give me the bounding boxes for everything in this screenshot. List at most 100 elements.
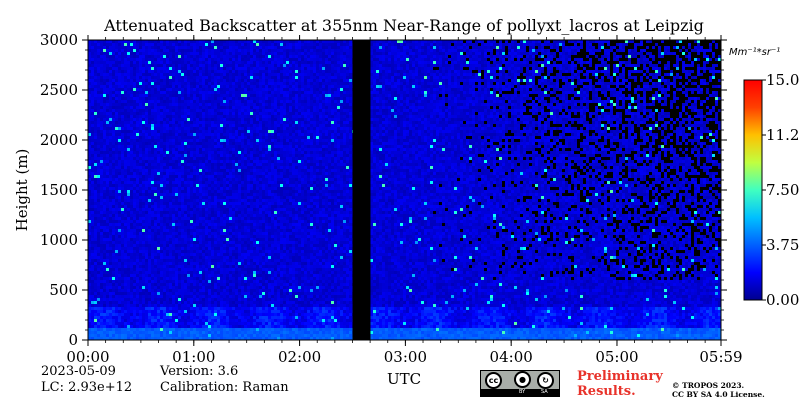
heat-cell <box>154 319 157 322</box>
heat-cell <box>139 193 142 196</box>
heat-cell <box>208 274 211 277</box>
heat-cell <box>142 169 145 172</box>
heat-cell <box>208 130 211 133</box>
heat-cell <box>235 310 238 313</box>
heat-cell <box>223 319 226 322</box>
heat-cell <box>199 172 202 175</box>
heat-cell <box>154 244 157 247</box>
heat-cell <box>214 124 217 127</box>
heat-cell <box>139 283 142 286</box>
heat-cell <box>190 154 193 157</box>
heat-cell <box>169 289 172 292</box>
heat-cell <box>190 142 193 145</box>
heat-cell <box>214 277 217 280</box>
heat-cell <box>169 205 172 208</box>
heat-cell <box>94 250 97 253</box>
heat-cell <box>223 307 226 310</box>
heat-cell <box>103 289 106 292</box>
heat-cell <box>115 91 118 94</box>
heat-cell <box>217 40 220 43</box>
heat-cell <box>160 175 163 178</box>
heat-cell <box>184 280 187 283</box>
heat-cell <box>109 58 112 61</box>
heat-cell <box>109 130 112 133</box>
heat-cell <box>163 82 166 85</box>
heat-cell <box>121 178 124 181</box>
heat-cell <box>190 241 193 244</box>
heat-cell <box>112 307 115 310</box>
heat-cell <box>193 328 196 331</box>
heat-cell <box>127 190 130 193</box>
heat-cell <box>232 40 235 43</box>
heat-cell <box>109 205 112 208</box>
heat-cell <box>169 55 172 58</box>
heat-cell <box>91 277 94 280</box>
heat-cell <box>136 91 139 94</box>
heat-cell <box>112 184 115 187</box>
heat-cell <box>229 97 232 100</box>
heat-cell <box>127 328 130 331</box>
heat-cell <box>118 280 121 283</box>
heat-cell <box>217 307 220 310</box>
heat-cell <box>106 319 109 322</box>
heat-cell <box>175 136 178 139</box>
heat-cell <box>208 217 211 220</box>
heat-cell <box>184 244 187 247</box>
heat-cell <box>190 283 193 286</box>
heat-cell <box>148 184 151 187</box>
heat-cell <box>196 244 199 247</box>
heat-cell <box>169 124 172 127</box>
heat-cell <box>187 136 190 139</box>
heat-cell <box>181 100 184 103</box>
heat-cell <box>148 229 151 232</box>
heat-cell <box>136 166 139 169</box>
heat-cell <box>208 244 211 247</box>
heat-cell <box>205 40 208 43</box>
heat-cell <box>145 313 148 316</box>
heat-cell <box>118 193 121 196</box>
heat-cell <box>181 61 184 64</box>
heat-cell <box>196 280 199 283</box>
heat-cell <box>172 298 175 301</box>
heat-cell <box>199 73 202 76</box>
heat-cell <box>142 316 145 319</box>
heat-cell <box>157 313 160 316</box>
heat-cell <box>115 256 118 259</box>
heat-cell <box>133 274 136 277</box>
heat-cell <box>175 97 178 100</box>
heat-cell <box>160 184 163 187</box>
heat-cell <box>223 178 226 181</box>
heat-cell <box>118 328 121 331</box>
heat-cell <box>91 220 94 223</box>
heat-cell <box>130 127 133 130</box>
heat-cell <box>187 94 190 97</box>
heat-cell <box>97 262 100 265</box>
heat-cell <box>205 295 208 298</box>
heat-cell <box>124 85 127 88</box>
heat-cell <box>109 157 112 160</box>
heat-cell <box>157 160 160 163</box>
heat-cell <box>169 235 172 238</box>
heat-cell <box>145 250 148 253</box>
heat-cell <box>145 211 148 214</box>
heat-cell <box>154 289 157 292</box>
heat-cell <box>133 103 136 106</box>
heat-cell <box>160 148 163 151</box>
heat-cell <box>88 160 91 163</box>
heat-cell <box>229 103 232 106</box>
heat-cell <box>157 307 160 310</box>
heat-cell <box>148 118 151 121</box>
heat-cell <box>178 154 181 157</box>
heat-cell <box>124 262 127 265</box>
heat-cell <box>154 190 157 193</box>
heat-cell <box>202 295 205 298</box>
heat-cell <box>139 187 142 190</box>
heat-cell <box>202 289 205 292</box>
heat-cell <box>160 193 163 196</box>
heat-cell <box>106 175 109 178</box>
heat-cell <box>100 208 103 211</box>
heat-cell <box>103 280 106 283</box>
heat-cell <box>121 163 124 166</box>
heat-cell <box>145 193 148 196</box>
heat-cell <box>172 46 175 49</box>
